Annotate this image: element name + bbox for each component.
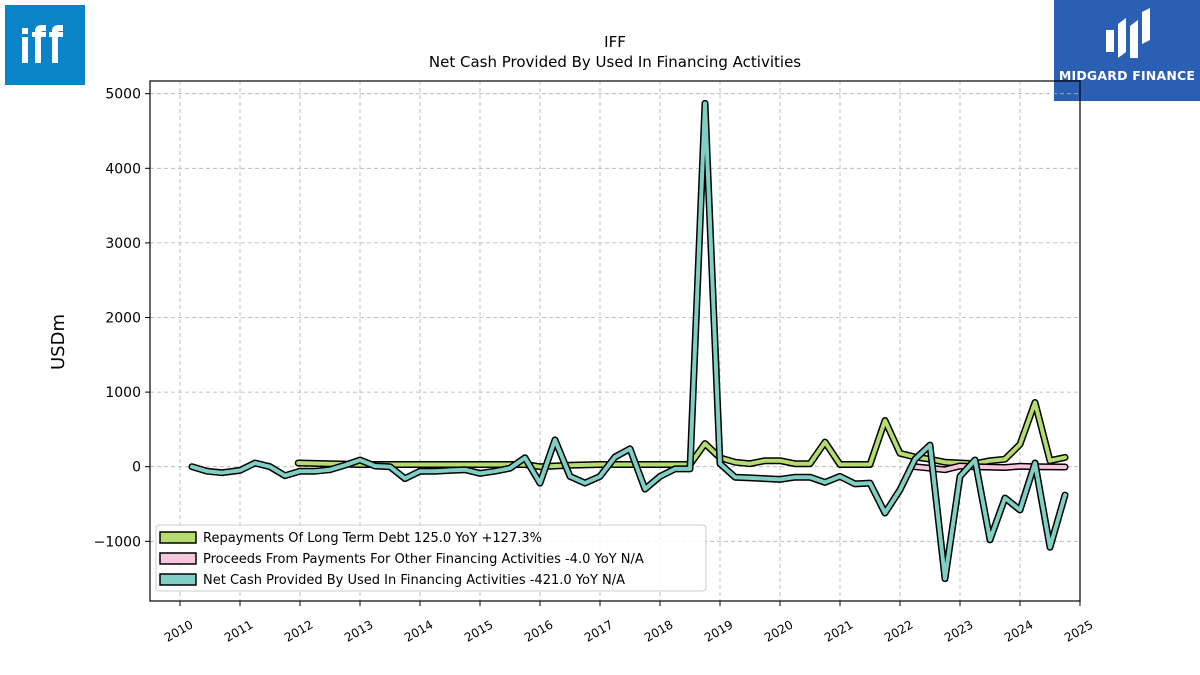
chart-title: IFF [604, 33, 626, 51]
x-tick-label: 2015 [462, 617, 495, 644]
legend: Repayments Of Long Term Debt 125.0 YoY +… [155, 524, 707, 592]
x-tick-label: 2021 [822, 617, 855, 644]
y-tick-label: 1000 [105, 385, 141, 401]
y-tick-label: 5000 [105, 87, 141, 103]
y-tick-label: 3000 [105, 236, 141, 252]
y-tick-label: 4000 [105, 161, 141, 177]
legend-box [155, 524, 707, 592]
series-lines [188, 99, 1069, 583]
x-tick-label: 2010 [162, 617, 195, 644]
x-tick-label: 2011 [222, 617, 255, 644]
legend-label: Net Cash Provided By Used In Financing A… [203, 573, 625, 588]
series-line-outline [294, 399, 1069, 471]
x-tick-label: 2022 [882, 617, 915, 644]
x-tick-label: 2017 [582, 617, 615, 644]
series-1 [294, 399, 1069, 471]
x-axis-ticks: 2010 2011 2012 2013 2014 2015 2016 2017 2018 2019… [162, 601, 1096, 645]
legend-label: Proceeds From Payments For Other Financi… [203, 552, 644, 567]
x-tick-label: 2023 [942, 617, 975, 644]
x-tick-label: 2019 [702, 617, 735, 644]
plot-frame [149, 80, 1081, 602]
x-tick-label: 2024 [1002, 617, 1035, 644]
legend-swatch [159, 552, 197, 565]
series-3 [188, 99, 1069, 583]
x-tick-label: 2018 [642, 617, 675, 644]
series-line [296, 400, 1067, 469]
series-2 [911, 462, 1069, 474]
y-tick-label: −1000 [94, 534, 141, 550]
y-tick-label: 0 [132, 460, 141, 476]
x-tick-label: 2012 [282, 617, 315, 644]
midgard-finance-wordmark: MIDGARD FINANCE [1058, 68, 1196, 83]
legend-swatch [159, 573, 197, 586]
x-tick-label: 2013 [342, 617, 375, 644]
chart-subtitle: Net Cash Provided By Used In Financing A… [429, 53, 801, 71]
x-tick-label: 2014 [402, 617, 435, 644]
y-axis-ticks: −1000 0 1000 2000 3000 4000 5000 [94, 87, 150, 550]
x-tick-label: 2025 [1062, 617, 1095, 644]
legend-label: Repayments Of Long Term Debt 125.0 YoY +… [203, 531, 542, 546]
midgard-finance-mark [1106, 8, 1150, 58]
y-tick-label: 2000 [105, 310, 141, 326]
iff-logo-mark [22, 25, 63, 63]
iff-logo [5, 5, 85, 85]
x-tick-label: 2016 [522, 617, 555, 644]
x-tick-label: 2020 [762, 617, 795, 644]
series-line-outline [188, 99, 1069, 583]
legend-swatch [159, 531, 197, 544]
y-axis-label: USDm [48, 314, 69, 370]
midgard-finance-logo: MIDGARD FINANCE [1054, 0, 1200, 101]
